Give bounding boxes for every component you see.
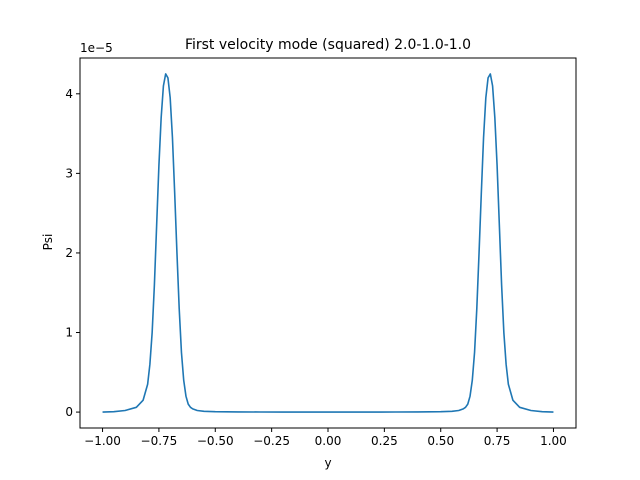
- plot-area: [102, 73, 554, 413]
- series-line-0: [102, 73, 554, 413]
- x-tick-label: −0.50: [197, 434, 234, 448]
- x-tick-label: −1.00: [84, 434, 121, 448]
- x-tick-label: 0.50: [427, 434, 454, 448]
- x-axis-label: y: [324, 456, 331, 470]
- y-tick-label: 0: [65, 405, 73, 419]
- chart-title: First velocity mode (squared) 2.0-1.0-1.…: [185, 37, 471, 53]
- y-tick-label: 1: [65, 326, 73, 340]
- y-offset-label: 1e−5: [80, 41, 113, 55]
- x-tick-label: 1.00: [540, 434, 567, 448]
- x-tick-label: 0.00: [315, 434, 342, 448]
- x-tick-label: −0.75: [141, 434, 178, 448]
- y-tick-label: 2: [65, 246, 73, 260]
- x-tick-label: −0.25: [253, 434, 290, 448]
- y-axis: 0 1 2 3 4: [65, 87, 80, 419]
- y-axis-label: Psi: [41, 234, 55, 251]
- y-tick-label: 3: [65, 166, 73, 180]
- x-axis: −1.00 −0.75 −0.50 −0.25 0.00 0.25 0.50 0.75 1.00: [84, 428, 567, 448]
- x-tick-label: 0.75: [484, 434, 511, 448]
- x-tick-label: 0.25: [371, 434, 398, 448]
- y-tick-label: 4: [65, 87, 73, 101]
- axes-frame: [79, 57, 577, 429]
